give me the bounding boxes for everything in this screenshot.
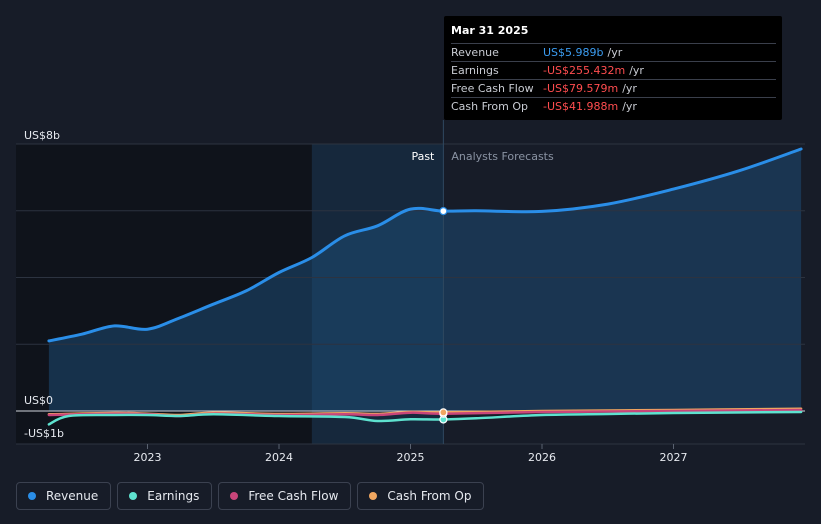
legend-item-earnings[interactable]: Earnings [117, 482, 213, 510]
tooltip-row-free-cash-flow: Free Cash Flow -US$79.579m /yr [451, 79, 776, 97]
legend-item-free-cash-flow[interactable]: Free Cash Flow [218, 482, 352, 510]
legend: Revenue Earnings Free Cash Flow Cash Fro… [16, 482, 485, 510]
tooltip-row-revenue: Revenue US$5.989b /yr [451, 43, 776, 61]
legend-label: Cash From Op [387, 489, 472, 503]
tooltip: Mar 31 2025 Revenue US$5.989b /yr Earnin… [444, 16, 782, 120]
x-tick-label: 2027 [660, 451, 688, 464]
legend-dot-icon [369, 492, 378, 500]
y-tick-label: -US$1b [24, 427, 64, 440]
x-tick-label: 2025 [397, 451, 425, 464]
tooltip-value: -US$255.432m [543, 64, 626, 77]
y-tick-label: US$8b [24, 129, 60, 142]
tooltip-unit: /yr [622, 100, 637, 113]
x-tick-label: 2024 [265, 451, 293, 464]
tooltip-label: Cash From Op [451, 100, 529, 113]
legend-label: Revenue [46, 489, 99, 503]
tooltip-row-cash-from-op: Cash From Op -US$41.988m /yr [451, 97, 776, 115]
past-label: Past [411, 150, 435, 163]
tooltip-row-earnings: Earnings -US$255.432m /yr [451, 61, 776, 79]
y-tick-label: US$0 [24, 394, 53, 407]
tooltip-value: -US$41.988m [543, 100, 619, 113]
series-markers [439, 207, 448, 424]
marker-cash-from-op [439, 408, 448, 417]
x-tick-label: 2023 [134, 451, 162, 464]
tooltip-label: Revenue [451, 46, 499, 59]
legend-dot-icon [129, 492, 138, 500]
series-line-revenue [47, 147, 803, 343]
legend-item-cash-from-op[interactable]: Cash From Op [357, 482, 485, 510]
tooltip-value: US$5.989b [543, 46, 604, 59]
legend-label: Earnings [147, 489, 200, 503]
forecast-label: Analysts Forecasts [451, 150, 554, 163]
legend-label: Free Cash Flow [248, 489, 339, 503]
series-lines [47, 147, 803, 426]
legend-dot-icon [28, 492, 36, 500]
tooltip-label: Earnings [451, 64, 499, 77]
tooltip-unit: /yr [622, 82, 637, 95]
x-tick-label: 2026 [528, 451, 556, 464]
series-line-earnings [47, 410, 803, 426]
marker-revenue [439, 207, 448, 216]
legend-item-revenue[interactable]: Revenue [16, 482, 112, 510]
tooltip-unit: /yr [607, 46, 623, 59]
tooltip-label: Free Cash Flow [451, 82, 534, 95]
y-axis-labels: US$8b US$0 -US$1b [24, 129, 64, 440]
tooltip-date: Mar 31 2025 [451, 24, 529, 37]
tooltip-unit: /yr [629, 64, 644, 77]
tooltip-value: -US$79.579m [543, 82, 619, 95]
legend-dot-icon [230, 492, 239, 500]
x-axis-labels: 2023 2024 2025 2026 2027 [134, 444, 688, 464]
revenue-area [48, 149, 802, 411]
